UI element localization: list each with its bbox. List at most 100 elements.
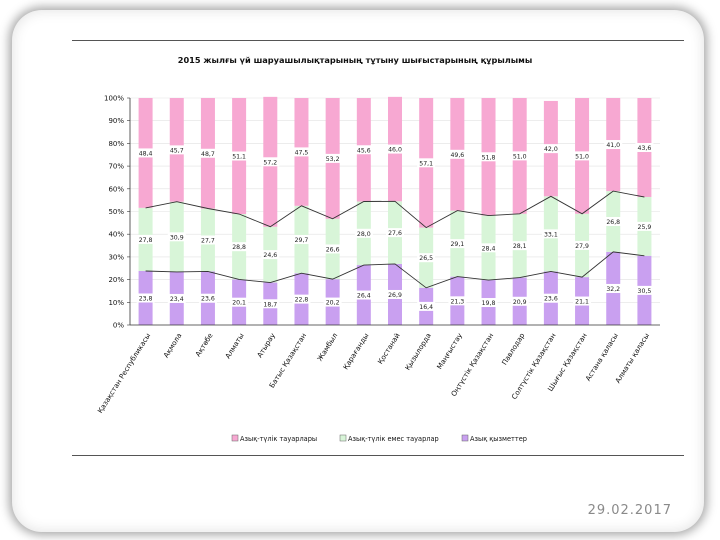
x-tick-label: Алматы bbox=[224, 332, 246, 360]
value-label-bg bbox=[354, 228, 373, 238]
value-label-bg bbox=[541, 144, 560, 154]
value-label: 49,6 bbox=[450, 152, 464, 159]
legend-swatch bbox=[231, 434, 239, 442]
y-tick-label: 80% bbox=[108, 140, 124, 148]
value-label-bg bbox=[292, 147, 311, 157]
bottom-rule bbox=[72, 455, 684, 456]
value-label-bg bbox=[167, 145, 186, 155]
value-label-bg bbox=[386, 144, 404, 154]
top-rule bbox=[72, 40, 684, 41]
value-label-bg bbox=[604, 140, 623, 150]
y-tick-label: 100% bbox=[104, 95, 124, 103]
value-label: 27,7 bbox=[201, 237, 215, 244]
value-label-bg bbox=[510, 241, 529, 251]
y-tick-label: 20% bbox=[108, 276, 124, 284]
value-label: 27,6 bbox=[388, 230, 402, 237]
y-tick-label: 0% bbox=[113, 322, 124, 330]
value-label: 53,2 bbox=[326, 156, 340, 163]
value-label-bg bbox=[136, 148, 155, 158]
value-label: 51,1 bbox=[232, 153, 246, 160]
x-tick-label: Қостанай bbox=[376, 332, 401, 366]
y-tick-label: 40% bbox=[108, 231, 124, 239]
chart-legend: Азық-түлік тауарлары Азық-түлік емес тауа… bbox=[231, 434, 527, 443]
value-label: 41,0 bbox=[606, 142, 620, 149]
value-label-bg bbox=[541, 229, 560, 239]
value-label: 51,0 bbox=[513, 153, 527, 160]
value-label-bg bbox=[448, 149, 467, 159]
x-tick-label: Астана қаласы bbox=[584, 332, 620, 383]
value-label: 24,6 bbox=[263, 252, 277, 259]
value-label: 29,7 bbox=[295, 237, 309, 244]
legend-label: Азық-түлік емес тауарлар bbox=[348, 435, 439, 443]
value-label: 32,2 bbox=[606, 286, 620, 293]
value-label: 27,8 bbox=[139, 237, 153, 244]
value-label: 23,6 bbox=[201, 296, 215, 303]
value-label-bg bbox=[604, 216, 623, 226]
value-label: 42,0 bbox=[544, 146, 558, 153]
value-label: 28,1 bbox=[513, 243, 527, 250]
value-label: 51,8 bbox=[482, 154, 496, 161]
value-label-bg bbox=[136, 293, 155, 303]
value-label-bg bbox=[635, 285, 654, 295]
value-label-bg bbox=[573, 151, 592, 161]
value-label-bg bbox=[230, 242, 249, 252]
value-label: 48,4 bbox=[139, 150, 153, 157]
y-tick-label: 30% bbox=[108, 253, 124, 261]
series-boundary-line bbox=[145, 190, 645, 229]
value-label-bg bbox=[573, 296, 592, 306]
value-label-bg bbox=[198, 235, 217, 245]
value-label: 26,9 bbox=[388, 292, 402, 299]
value-label-bg bbox=[479, 298, 498, 308]
legend-swatch bbox=[461, 434, 469, 442]
value-label-bg bbox=[354, 145, 373, 155]
value-label: 21,1 bbox=[575, 299, 589, 306]
value-label: 26,8 bbox=[606, 219, 620, 226]
value-label: 30,5 bbox=[638, 288, 652, 295]
value-label-bg bbox=[261, 299, 280, 309]
legend-label: Азық-түлік тауарлары bbox=[240, 435, 317, 443]
value-label: 28,4 bbox=[482, 245, 496, 252]
value-label: 20,1 bbox=[232, 300, 246, 307]
value-label-bg bbox=[417, 301, 436, 311]
value-label-bg bbox=[448, 239, 467, 249]
value-label: 21,3 bbox=[450, 298, 464, 305]
value-label-bg bbox=[573, 240, 592, 250]
value-label-bg bbox=[198, 293, 217, 303]
value-label: 18,7 bbox=[263, 301, 277, 308]
value-label: 43,6 bbox=[638, 145, 652, 152]
value-label-bg bbox=[323, 297, 342, 307]
series-boundary-line bbox=[145, 251, 645, 289]
value-label: 22,8 bbox=[295, 297, 309, 304]
value-label: 46,0 bbox=[388, 147, 402, 154]
value-label: 20,2 bbox=[326, 300, 340, 307]
value-label: 23,6 bbox=[544, 296, 558, 303]
value-label: 20,9 bbox=[513, 299, 527, 306]
legend-swatch bbox=[339, 434, 347, 442]
value-label-bg bbox=[510, 296, 529, 306]
value-label: 57,2 bbox=[263, 159, 277, 166]
value-label: 30,9 bbox=[170, 234, 184, 241]
value-label-bg bbox=[448, 296, 467, 306]
value-label: 29,1 bbox=[450, 241, 464, 248]
x-tick-label: Маңғыстау bbox=[436, 332, 465, 371]
value-label: 19,8 bbox=[482, 300, 496, 307]
x-tick-label: Алматы қаласы bbox=[614, 332, 651, 385]
value-label: 26,6 bbox=[326, 246, 340, 253]
y-tick-label: 90% bbox=[108, 117, 124, 125]
value-label-bg bbox=[510, 151, 529, 161]
value-label-bg bbox=[167, 293, 186, 303]
value-label-bg bbox=[136, 234, 155, 244]
x-tick-label: Қазақстан Республикасы bbox=[96, 332, 152, 415]
x-tick-label: Павлодар bbox=[501, 331, 527, 366]
value-label-bg bbox=[635, 142, 654, 152]
value-label-bg bbox=[386, 228, 404, 238]
value-label: 26,5 bbox=[419, 255, 433, 262]
value-label-bg bbox=[386, 289, 404, 299]
value-label-bg bbox=[417, 158, 436, 168]
value-label-bg bbox=[479, 243, 498, 253]
value-label: 25,9 bbox=[638, 224, 652, 231]
value-label: 33,1 bbox=[544, 231, 558, 238]
value-label: 16,4 bbox=[419, 304, 433, 311]
value-label-bg bbox=[479, 152, 498, 162]
value-label: 26,4 bbox=[357, 293, 371, 300]
